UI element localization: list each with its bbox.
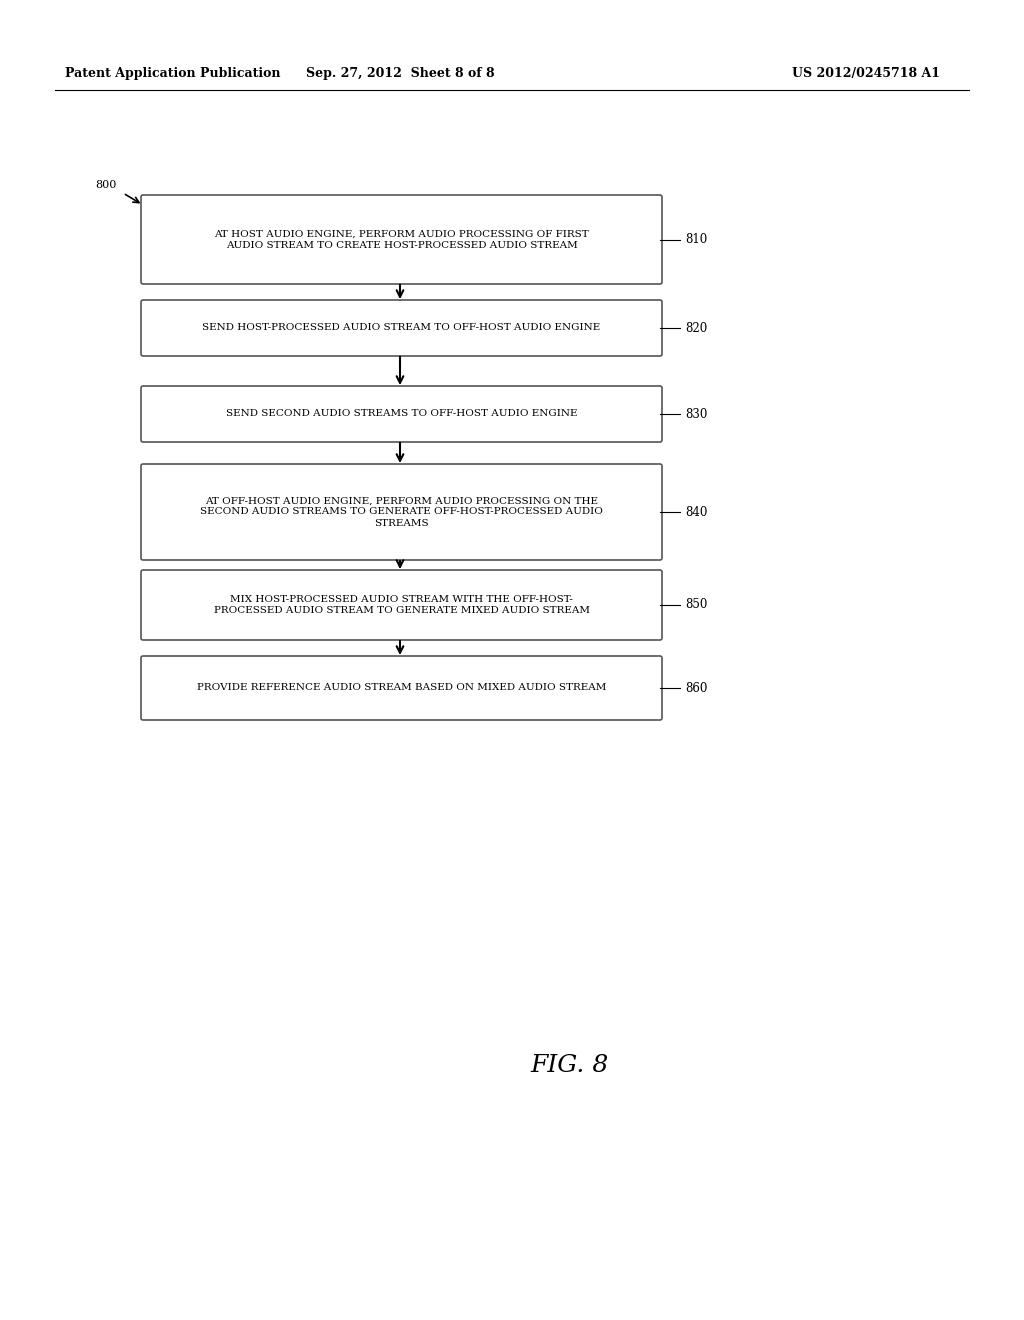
Text: FIG. 8: FIG. 8 — [530, 1053, 609, 1077]
Text: 810: 810 — [685, 234, 708, 246]
Text: Patent Application Publication: Patent Application Publication — [65, 66, 281, 79]
Text: Sep. 27, 2012  Sheet 8 of 8: Sep. 27, 2012 Sheet 8 of 8 — [306, 66, 495, 79]
Text: 850: 850 — [685, 598, 708, 611]
Text: 860: 860 — [685, 681, 708, 694]
FancyBboxPatch shape — [141, 385, 662, 442]
Text: AT HOST AUDIO ENGINE, PERFORM AUDIO PROCESSING OF FIRST
AUDIO STREAM TO CREATE H: AT HOST AUDIO ENGINE, PERFORM AUDIO PROC… — [214, 230, 589, 249]
FancyBboxPatch shape — [141, 195, 662, 284]
FancyBboxPatch shape — [141, 570, 662, 640]
Text: MIX HOST-PROCESSED AUDIO STREAM WITH THE OFF-HOST-
PROCESSED AUDIO STREAM TO GEN: MIX HOST-PROCESSED AUDIO STREAM WITH THE… — [213, 595, 590, 615]
Text: 840: 840 — [685, 506, 708, 519]
FancyBboxPatch shape — [141, 465, 662, 560]
Text: 820: 820 — [685, 322, 708, 334]
Text: US 2012/0245718 A1: US 2012/0245718 A1 — [792, 66, 940, 79]
Text: 830: 830 — [685, 408, 708, 421]
Text: PROVIDE REFERENCE AUDIO STREAM BASED ON MIXED AUDIO STREAM: PROVIDE REFERENCE AUDIO STREAM BASED ON … — [197, 684, 606, 693]
FancyBboxPatch shape — [141, 656, 662, 719]
Text: 800: 800 — [95, 180, 117, 190]
Text: AT OFF-HOST AUDIO ENGINE, PERFORM AUDIO PROCESSING ON THE
SECOND AUDIO STREAMS T: AT OFF-HOST AUDIO ENGINE, PERFORM AUDIO … — [200, 496, 603, 528]
Text: SEND HOST-PROCESSED AUDIO STREAM TO OFF-HOST AUDIO ENGINE: SEND HOST-PROCESSED AUDIO STREAM TO OFF-… — [203, 323, 601, 333]
FancyBboxPatch shape — [141, 300, 662, 356]
Text: SEND SECOND AUDIO STREAMS TO OFF-HOST AUDIO ENGINE: SEND SECOND AUDIO STREAMS TO OFF-HOST AU… — [225, 409, 578, 418]
